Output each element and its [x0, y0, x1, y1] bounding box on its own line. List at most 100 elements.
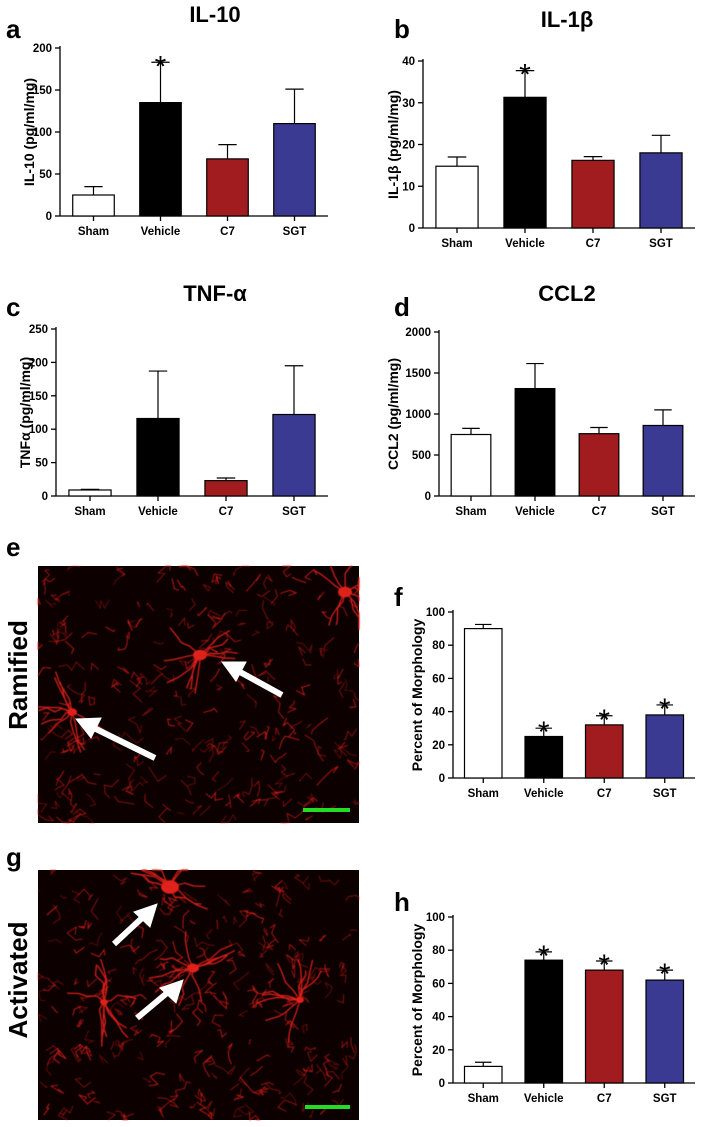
x-tick-label: SGT — [649, 238, 673, 250]
micrograph-background — [38, 870, 359, 1120]
y-tick-label: 2000 — [405, 327, 431, 339]
micrograph-ramified — [38, 566, 359, 823]
y-tick-label: 250 — [29, 324, 48, 336]
y-tick-label: 40 — [432, 1012, 445, 1024]
bar-sham — [69, 490, 111, 496]
y-tick-label: 200 — [33, 43, 52, 55]
x-tick-label: Sham — [468, 788, 499, 800]
bar-sgt — [640, 153, 682, 228]
x-tick-label: Vehicle — [505, 238, 545, 250]
y-tick-label: 100 — [426, 912, 445, 924]
panel-letter-c: c — [6, 292, 20, 322]
chart-title: TNF-α — [183, 281, 247, 306]
bar-sgt — [273, 415, 315, 496]
significance-star: * — [598, 704, 610, 737]
y-tick-label: 20 — [432, 740, 445, 752]
y-tick-label: 60 — [432, 673, 445, 685]
bar-sham — [436, 166, 478, 228]
y-tick-label: 100 — [426, 607, 445, 619]
x-tick-label: Vehicle — [524, 788, 564, 800]
y-tick-label: 100 — [33, 127, 52, 139]
y-axis-label: IL-1β (pg/ml/mg) — [385, 90, 401, 199]
bar-sham — [464, 1066, 502, 1083]
y-tick-label: 0 — [425, 491, 431, 503]
y-tick-label: 0 — [439, 1078, 445, 1090]
chart-d: d CCL2 CCL2 (pg/ml/mg) 0 500 1000 1500 2000 Sham… — [385, 281, 695, 518]
significance-star: * — [538, 716, 550, 749]
y-axis-label: Percent of Morphology — [409, 619, 425, 772]
panel-letter-h: h — [394, 887, 410, 917]
bar-sgt — [274, 124, 316, 216]
x-tick-label: C7 — [219, 506, 234, 518]
panel-letter-a: a — [6, 14, 21, 44]
y-tick-label: 30 — [402, 98, 415, 110]
significance-star: * — [659, 693, 671, 726]
x-tick-label: C7 — [586, 238, 601, 250]
y-axis-label: TNFα (pg/ml/mg) — [17, 357, 33, 468]
y-tick-label: 0 — [46, 211, 52, 223]
bar-c7 — [572, 160, 614, 228]
y-tick-label: 100 — [29, 424, 48, 436]
bar-c7 — [205, 481, 247, 496]
chart-c: c TNF-α TNFα (pg/ml/mg) 0 50 100 150 200 250 Sham… — [6, 281, 328, 518]
y-tick-label: 1500 — [405, 368, 431, 380]
x-tick-label: Sham — [455, 506, 486, 518]
y-tick-label: 80 — [432, 640, 445, 652]
x-tick-label: C7 — [597, 1093, 612, 1105]
bar-sham — [451, 435, 491, 497]
y-tick-label: 10 — [402, 181, 415, 193]
y-tick-label: 150 — [33, 85, 52, 97]
row-label-activated: Activated — [3, 921, 33, 1038]
x-tick-label: C7 — [592, 506, 607, 518]
y-tick-label: 40 — [402, 56, 415, 68]
bar-sham — [464, 629, 502, 778]
x-tick-label: Sham — [74, 506, 105, 518]
significance-star: * — [155, 50, 167, 83]
bar-vehicle — [515, 389, 555, 496]
chart-title: IL-1β — [541, 7, 594, 32]
micrograph-background — [38, 566, 359, 823]
x-tick-label: SGT — [282, 506, 306, 518]
bar-vehicle — [137, 419, 179, 496]
y-tick-label: 40 — [432, 707, 445, 719]
bar-vehicle — [525, 960, 563, 1083]
micrograph-activated — [38, 870, 359, 1120]
bar-c7 — [579, 434, 619, 496]
panel-letter-f: f — [394, 582, 403, 612]
chart-title: IL-10 — [189, 2, 240, 27]
x-tick-label: Vehicle — [141, 226, 181, 238]
scale-bar — [305, 1105, 350, 1109]
panel-letter-g: g — [6, 842, 22, 872]
y-tick-label: 50 — [39, 169, 52, 181]
y-tick-label: 1000 — [405, 409, 431, 421]
y-axis-label: CCL2 (pg/ml/mg) — [385, 358, 401, 470]
y-tick-label: 50 — [35, 458, 48, 470]
chart-title: CCL2 — [538, 281, 595, 306]
x-tick-label: Sham — [78, 226, 109, 238]
x-tick-label: Vehicle — [138, 506, 178, 518]
bar-vehicle — [140, 103, 182, 216]
x-tick-label: SGT — [653, 1093, 677, 1105]
bar-c7 — [585, 970, 623, 1083]
x-tick-label: Vehicle — [515, 506, 555, 518]
y-tick-label: 0 — [42, 491, 48, 503]
panel-letter-d: d — [394, 292, 410, 322]
x-tick-label: SGT — [653, 788, 677, 800]
y-tick-label: 20 — [402, 140, 415, 152]
y-tick-label: 80 — [432, 945, 445, 957]
x-tick-label: SGT — [651, 506, 675, 518]
x-tick-label: SGT — [283, 226, 307, 238]
y-tick-label: 150 — [29, 391, 48, 403]
y-tick-label: 200 — [29, 357, 48, 369]
scale-bar — [303, 808, 350, 812]
panel-letter-b: b — [394, 14, 410, 44]
x-tick-label: Sham — [441, 238, 472, 250]
y-tick-label: 500 — [412, 450, 431, 462]
y-tick-label: 20 — [432, 1045, 445, 1057]
panel-letter-e: e — [6, 532, 20, 562]
row-label-ramified: Ramified — [3, 620, 33, 730]
y-tick-label: 0 — [439, 773, 445, 785]
